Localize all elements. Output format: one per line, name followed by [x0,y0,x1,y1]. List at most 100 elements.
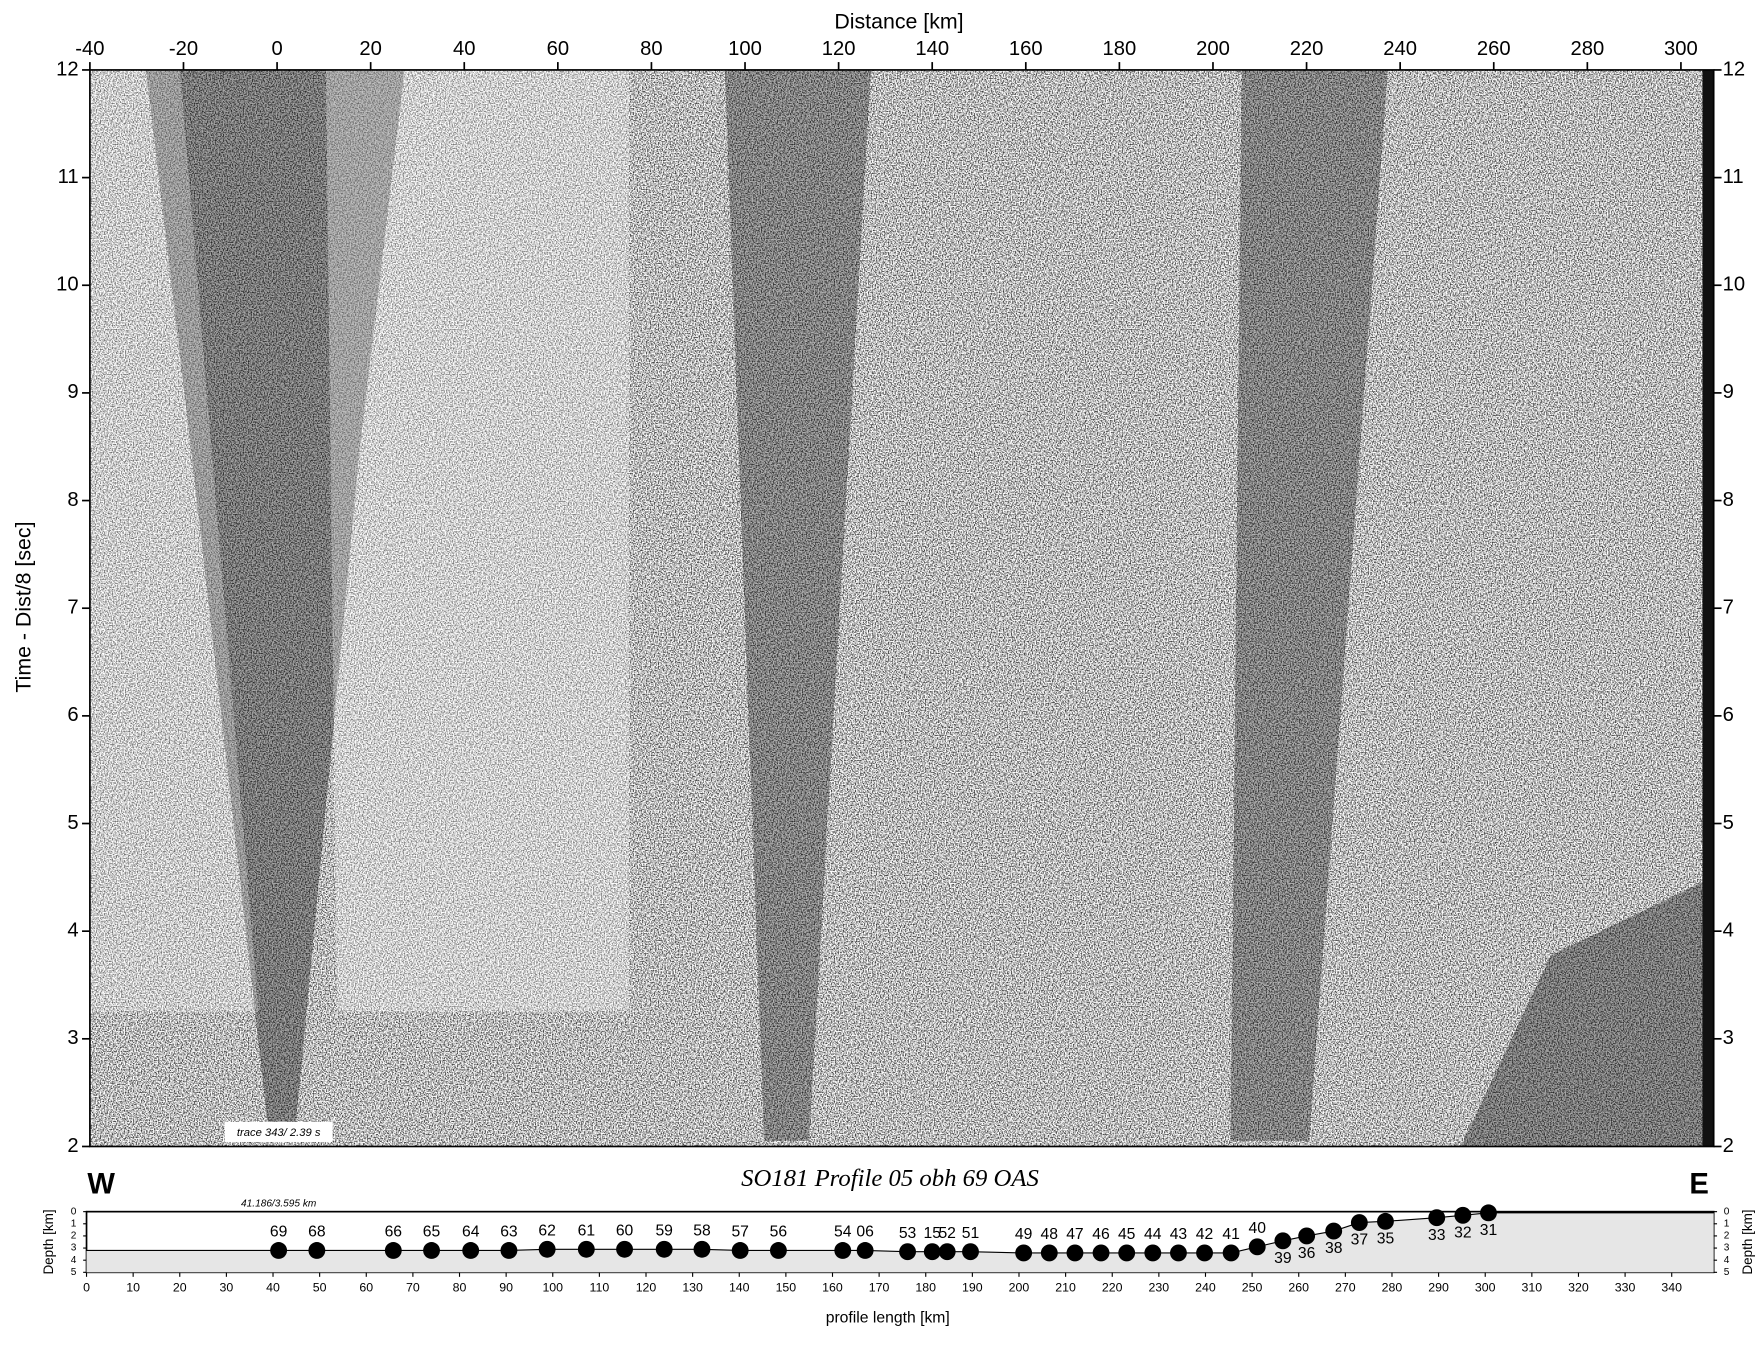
station-label: 44 [1144,1226,1162,1243]
station-label: 38 [1325,1240,1343,1257]
station-marker [1118,1244,1136,1262]
y-tick-label: 12 [56,58,79,80]
y-tick-label: 12 [1723,58,1746,80]
y-axis-title: Depth [km] [41,1209,56,1274]
station-label: 37 [1351,1232,1368,1249]
y-tick-label: 0 [1724,1206,1730,1217]
station-marker [731,1242,749,1259]
station-label: 52 [938,1225,955,1242]
station-marker [856,1242,874,1259]
y-tick-label: 6 [67,704,78,726]
station-marker [899,1243,916,1261]
x-tick-label: 120 [636,1280,657,1294]
y-tick-label: 3 [71,1243,77,1254]
y-tick-label: 2 [67,1135,78,1157]
x-tick-label: 100 [542,1280,563,1294]
direction-label: E [1689,1169,1708,1201]
x-tick-label: 10 [126,1280,140,1294]
y-tick-label: 2 [71,1231,77,1242]
station-label: 63 [500,1224,518,1241]
station-label: 35 [1377,1230,1395,1247]
station-label: 69 [270,1224,287,1241]
station-label: 66 [385,1224,403,1241]
x-tick-label: 150 [776,1280,797,1294]
x-tick-label: -40 [75,38,104,60]
y-tick-label: 8 [1723,489,1734,511]
station-marker [1377,1212,1394,1230]
x-tick-label: 180 [915,1280,936,1294]
x-tick-label: 120 [822,38,856,60]
station-label: 45 [1118,1226,1136,1243]
station-marker [1170,1244,1187,1262]
y-tick-label: 2 [1723,1135,1734,1157]
x-axis-title: Distance [km] [834,9,963,33]
station-label: 42 [1196,1226,1213,1243]
x-tick-label: 300 [1475,1280,1496,1294]
x-tick-label: 110 [590,1280,610,1294]
station-label: 15 [924,1225,942,1242]
x-axis-title: profile length [km] [826,1310,950,1327]
station-label: 54 [834,1224,852,1241]
station-marker [1196,1244,1213,1262]
y-tick-label: 3 [67,1027,78,1049]
x-tick-label: 60 [547,38,570,60]
station-marker [423,1242,440,1259]
x-tick-label: 240 [1383,38,1417,60]
station-marker [1066,1244,1084,1262]
x-tick-label: 40 [266,1280,280,1294]
station-label: 58 [693,1222,711,1239]
station-marker [1144,1244,1162,1262]
x-tick-label: 140 [729,1280,750,1294]
seafloor-fill [86,1212,1714,1273]
y-axis-title: Depth [km] [1740,1209,1755,1274]
x-tick-label: 230 [1149,1280,1170,1294]
station-label: 41 [1222,1226,1239,1243]
x-tick-label: 200 [1196,38,1230,60]
station-label: 49 [1015,1226,1032,1243]
x-tick-label: 240 [1195,1280,1216,1294]
y-tick-label: 4 [1724,1255,1730,1266]
x-tick-label: 250 [1242,1280,1263,1294]
station-label: 65 [423,1224,441,1241]
station-marker [1350,1214,1368,1232]
y-tick-label: 9 [1723,381,1734,403]
station-marker [577,1240,595,1258]
x-tick-label: 300 [1664,38,1698,60]
station-marker [500,1242,518,1259]
x-tick-label: 130 [682,1280,703,1294]
station-label: 62 [538,1222,555,1239]
x-tick-label: 220 [1290,38,1324,60]
station-label: 40 [1248,1220,1266,1237]
x-tick-label: 190 [962,1280,983,1294]
annotation: trace 343/ 2.39 s [237,1127,321,1139]
station-marker [616,1240,633,1258]
y-tick-label: 4 [1723,920,1734,942]
x-tick-label: 80 [640,38,663,60]
station-label: 06 [856,1224,874,1241]
station-label: 56 [770,1224,788,1241]
y-tick-label: 10 [1723,274,1746,296]
station-marker [1454,1206,1472,1224]
y-tick-label: 9 [67,381,78,403]
y-tick-label: 11 [1723,166,1744,188]
x-tick-label: 180 [1103,38,1137,60]
y-tick-label: 4 [67,920,78,942]
station-marker [1092,1244,1110,1262]
y-tick-label: 8 [67,489,78,511]
x-tick-label: 160 [1009,38,1043,60]
station-label: 31 [1480,1222,1497,1239]
x-tick-label: 20 [173,1280,187,1294]
y-tick-label: 7 [1723,597,1734,619]
y-tick-label: 4 [71,1255,77,1266]
x-tick-label: 200 [1009,1280,1030,1294]
x-tick-label: 160 [822,1280,843,1294]
x-tick-label: 330 [1615,1280,1636,1294]
x-tick-label: 260 [1288,1280,1309,1294]
station-label: 57 [731,1224,748,1241]
station-marker [769,1242,787,1259]
station-label: 43 [1170,1226,1188,1243]
station-marker [538,1240,556,1258]
profile-title: SO181 Profile 05 obh 69 OAS [741,1165,1039,1192]
station-label: 51 [962,1225,979,1242]
y-tick-label: 3 [1724,1243,1730,1254]
